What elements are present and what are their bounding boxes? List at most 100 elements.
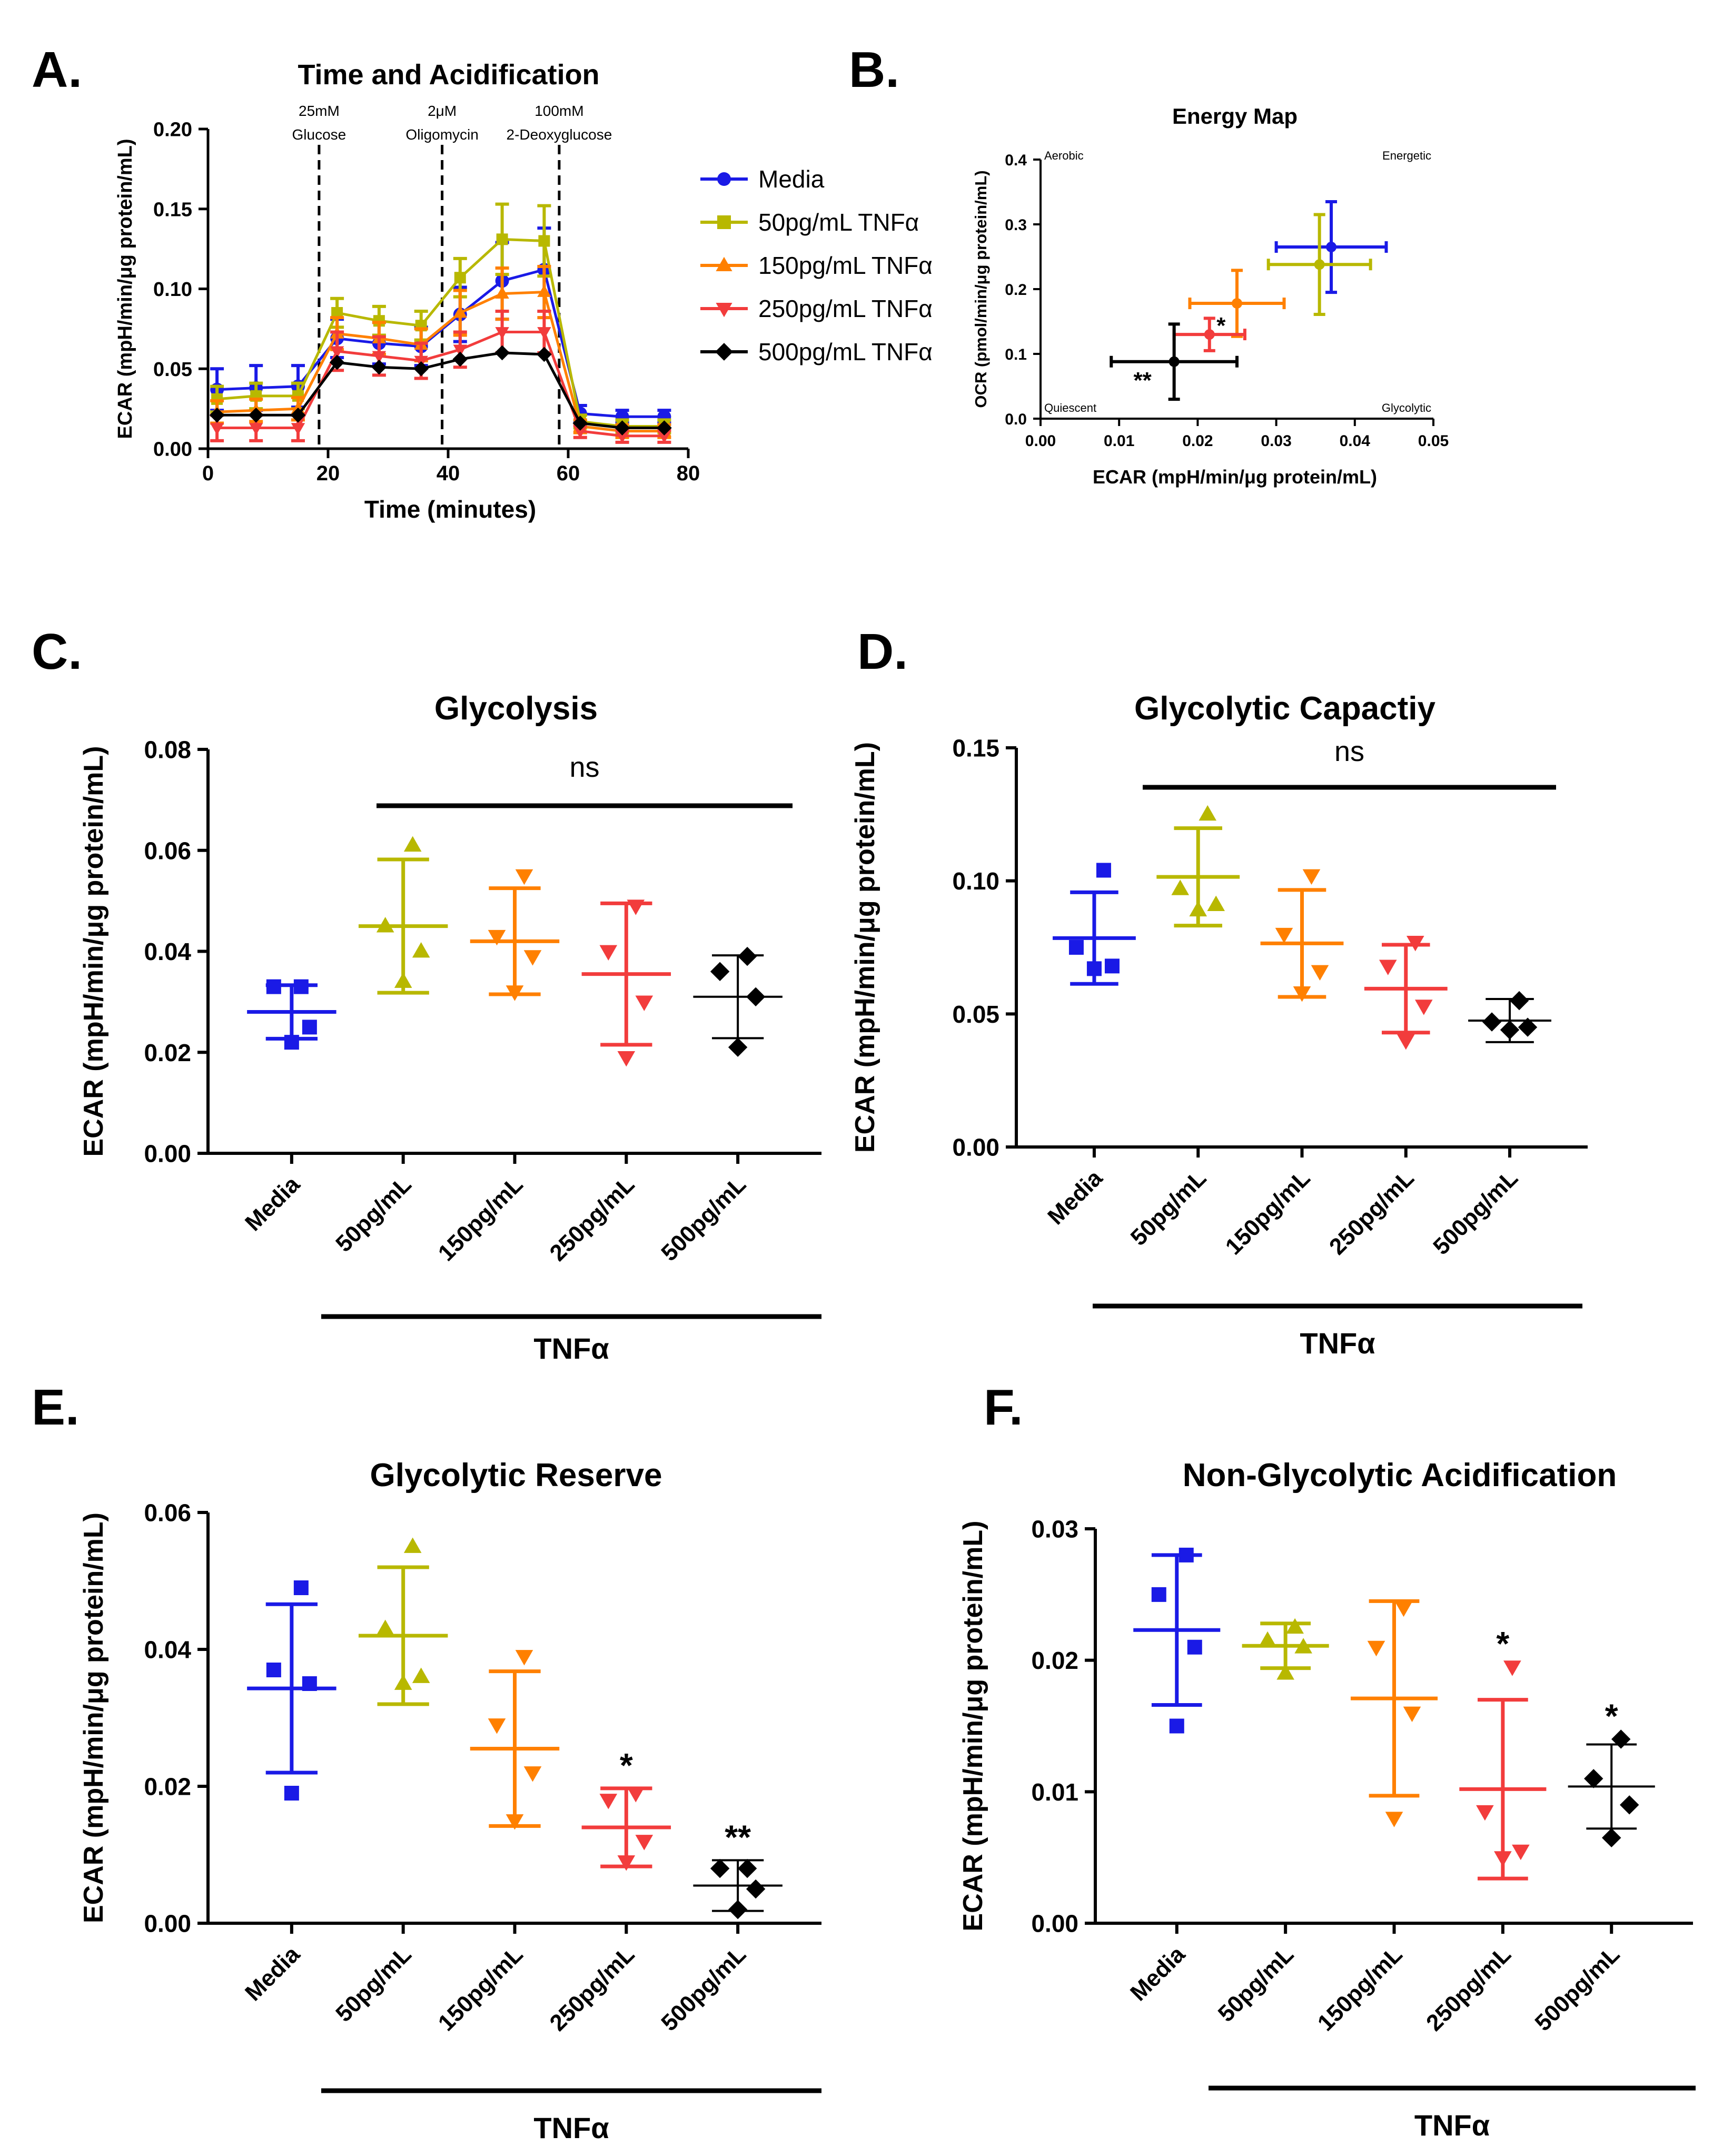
y-tick-label: 0.00 (144, 1140, 191, 1168)
data-point (537, 327, 551, 340)
x-tick-label: 0.05 (1418, 432, 1449, 450)
y-tick-label: 0.4 (1005, 152, 1027, 169)
panel-label: E. (32, 1379, 80, 1436)
series-4 (209, 345, 672, 436)
y-axis-label: ECAR (mpH/min/μg protein/mL) (850, 742, 880, 1153)
data-point (495, 327, 509, 340)
panel-label: D. (857, 624, 908, 680)
legend: Media 50pg/mL TNFα 150pg/mL TNFα 250pg/mL T… (700, 165, 933, 365)
x-tick-label: 50pg/mL (1126, 1165, 1212, 1251)
chart-title: Glycolytic Reserve (370, 1457, 662, 1494)
y-tick-label: 0.08 (144, 736, 191, 764)
group-3: * (1459, 1625, 1547, 1881)
quadrant-label: Glycolytic (1382, 401, 1431, 414)
data-point (453, 344, 467, 357)
group-label: TNFα (533, 2111, 609, 2144)
y-tick-label: 0.10 (153, 279, 192, 301)
data-point (523, 1766, 542, 1782)
x-tick-label: 150pg/mL (1221, 1165, 1315, 1260)
injection-label: 2μM (428, 103, 457, 119)
y-axis-label: ECAR (mpH/min/μg protein/mL) (78, 746, 109, 1157)
legend-label: 250pg/mL TNFα (758, 295, 933, 322)
data-point (1294, 1638, 1312, 1654)
bracket-label: ns (1334, 736, 1364, 767)
data-point (453, 305, 467, 318)
legend-marker (717, 172, 731, 186)
data-point (371, 359, 387, 375)
panel-a: A. Time and Acidification 0.00 0.05 0.10 0.15… (32, 42, 933, 523)
data-point (1068, 940, 1084, 955)
legend-marker (716, 302, 732, 318)
data-point (627, 899, 645, 915)
data-point (506, 985, 524, 1001)
quadrant-label: Aerobic (1044, 149, 1084, 162)
series-line (217, 330, 665, 438)
x-tick-label: 0.02 (1182, 432, 1213, 450)
group-label: TNFα (1300, 1327, 1375, 1360)
x-tick-label: 500pg/mL (1428, 1165, 1523, 1260)
y-tick-label: 0.03 (1031, 1516, 1078, 1543)
group-2 (470, 1650, 560, 1830)
series-2 (210, 265, 671, 439)
data-point (1314, 259, 1325, 270)
data-point (1171, 879, 1190, 895)
data-point (495, 286, 509, 299)
data-point (452, 351, 468, 367)
significance-marker: * (1496, 1625, 1509, 1663)
legend-label: 50pg/mL TNFα (758, 209, 919, 236)
data-point (737, 1858, 757, 1878)
injection-label: Oligomycin (405, 126, 478, 143)
data-point (1096, 863, 1111, 878)
data-point (617, 1051, 636, 1067)
group-2 (1350, 1599, 1438, 1827)
data-point (572, 416, 588, 431)
x-tick-label: 60 (557, 462, 580, 485)
quadrant-label: Quiescent (1044, 401, 1096, 414)
data-point (1302, 869, 1321, 885)
data-point (746, 1879, 766, 1899)
chart-title: Time and Acidification (298, 59, 599, 91)
data-point (1403, 1706, 1421, 1723)
data-point (394, 1674, 412, 1690)
data-point (413, 361, 429, 377)
x-tick-label: 500pg/mL (656, 1171, 751, 1266)
x-tick-label: 150pg/mL (433, 1941, 528, 2036)
chart-title: Non-Glycolytic Acidification (1183, 1457, 1617, 1494)
energy-point-1 (1266, 213, 1372, 316)
data-point (615, 420, 630, 436)
y-tick-label: 0.01 (1031, 1778, 1078, 1806)
legend-label: Media (758, 165, 825, 193)
x-tick-label: 0.00 (1025, 432, 1056, 450)
y-tick-label: 0.02 (144, 1773, 191, 1801)
legend-label: 150pg/mL TNFα (758, 252, 933, 279)
group-4: * (1568, 1697, 1655, 1847)
x-tick-label: 250pg/mL (1324, 1165, 1419, 1260)
data-point (599, 1794, 618, 1809)
data-point (1406, 935, 1424, 952)
x-tick-label: 50pg/mL (1213, 1941, 1299, 2027)
group-3 (1364, 935, 1448, 1050)
data-point (1311, 965, 1329, 981)
panel-label: A. (32, 42, 82, 98)
chart-title: Glycolysis (434, 690, 598, 727)
group-2 (1260, 869, 1344, 1002)
data-point (284, 1035, 299, 1050)
data-point (403, 836, 422, 852)
data-point (1204, 329, 1215, 340)
data-point (599, 945, 618, 961)
data-point (627, 1787, 645, 1803)
data-point (496, 233, 508, 245)
y-tick-label: 0.04 (144, 938, 191, 965)
data-point (488, 929, 506, 946)
data-point (1187, 1639, 1202, 1655)
energy-point-0 (1274, 200, 1388, 294)
data-point (1259, 1631, 1276, 1647)
y-tick-label: 0.20 (153, 119, 192, 141)
data-point (293, 1580, 309, 1595)
y-tick-label: 0.05 (153, 359, 192, 381)
x-axis-label: ECAR (mpH/min/μg protein/mL) (1093, 466, 1377, 488)
x-tick-label: Media (240, 1171, 305, 1236)
data-point (1518, 1017, 1538, 1037)
energy-point-3: * (1172, 313, 1246, 352)
